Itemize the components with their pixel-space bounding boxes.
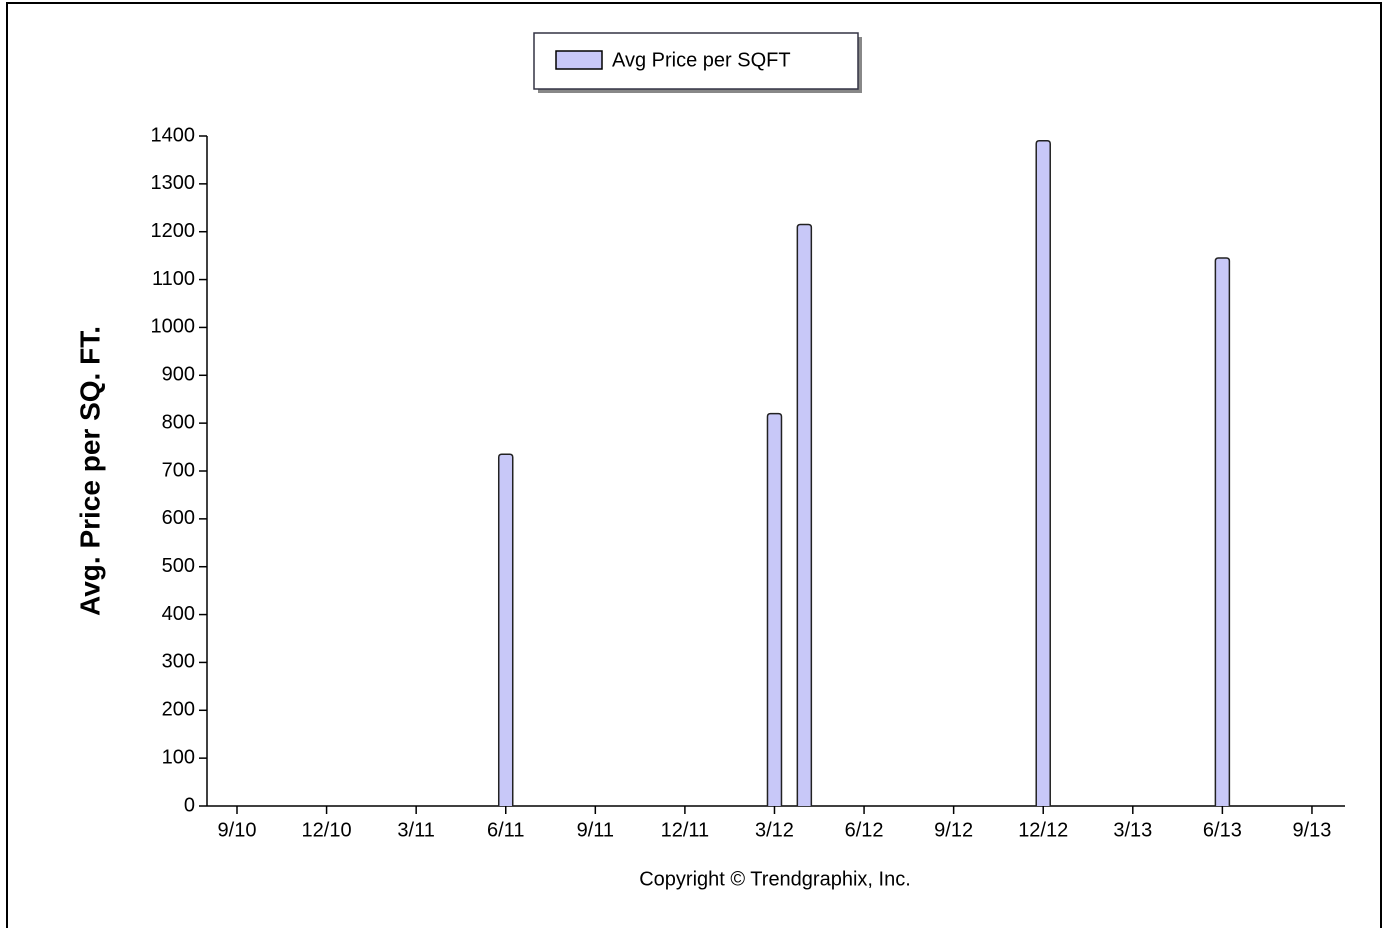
x-tick-label: 9/10 [218,819,257,841]
y-tick-label: 1100 [152,268,195,290]
y-tick-label: 500 [162,555,195,577]
bar [1035,140,1051,806]
x-tick-label: 3/13 [1113,819,1152,841]
x-tick-label: 12/11 [661,819,710,841]
x-tick-label: 12/12 [1018,819,1068,841]
x-tick-label: 3/11 [397,819,434,841]
y-tick-label: 900 [162,364,195,386]
x-tick-label: 9/13 [1292,819,1331,841]
y-tick-label: 600 [162,507,195,529]
x-tick-label: 6/12 [845,819,884,841]
x-tick-label: 9/11 [577,819,614,841]
legend-label: Avg Price per SQFT [612,49,791,71]
bar [796,223,813,806]
bar [766,412,783,806]
x-tick-label: 9/12 [934,819,973,841]
x-tick-label: 3/12 [755,819,794,841]
y-tick-label: 1300 [151,172,196,194]
bar [497,453,514,806]
y-tick-label: 0 [184,794,195,816]
y-tick-label: 700 [162,459,195,481]
y-tick-label: 400 [162,603,195,625]
x-tick-label: 6/11 [487,819,524,841]
y-tick-label: 1200 [151,220,196,242]
y-tick-label: 300 [162,651,195,673]
frame [6,2,1382,928]
x-tick-label: 6/13 [1203,819,1242,841]
y-tick-label: 1400 [151,124,196,146]
bar [1214,257,1231,806]
y-tick-label: 1000 [151,316,196,338]
y-tick-label: 200 [162,699,195,721]
footer: Copyright © Trendgraphix, Inc. [639,868,911,890]
legend-swatch [555,50,603,70]
x-tick-label: 12/10 [302,819,352,841]
y-tick-label: 800 [162,411,195,433]
y-tick-label: 100 [162,746,195,768]
y-axis-label: Avg. Price per SQ. FT. [74,326,105,616]
